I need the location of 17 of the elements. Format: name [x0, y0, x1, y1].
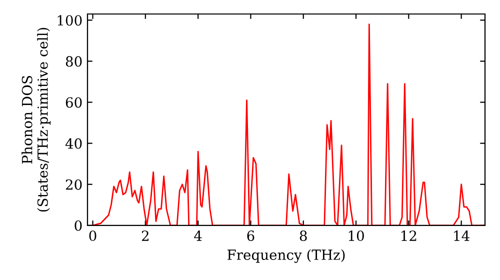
- x-axis-title: Frequency (THz): [227, 249, 345, 263]
- x-tick-label: 14: [454, 230, 470, 241]
- x-tick-label: 10: [348, 230, 364, 242]
- y-tick-label: 60: [66, 97, 82, 108]
- x-tick-label: 12: [402, 230, 416, 241]
- x-tick-label: 2: [142, 230, 148, 241]
- x-tick-label: 4: [194, 230, 202, 241]
- y-tick-label: 80: [66, 56, 82, 67]
- y-tick-label: 100: [58, 15, 82, 26]
- y-tick-label: 0: [74, 220, 82, 231]
- y-tick-label: 40: [65, 138, 82, 149]
- x-tick-label: 8: [300, 230, 307, 242]
- y-axis-title: Phonon DOS (States/THz·primitive cell): [22, 28, 51, 212]
- y-tick-label: 20: [66, 179, 82, 190]
- x-tick-label: 0: [89, 230, 96, 242]
- x-tick-label: 6: [247, 230, 254, 242]
- line-series: [92, 24, 485, 226]
